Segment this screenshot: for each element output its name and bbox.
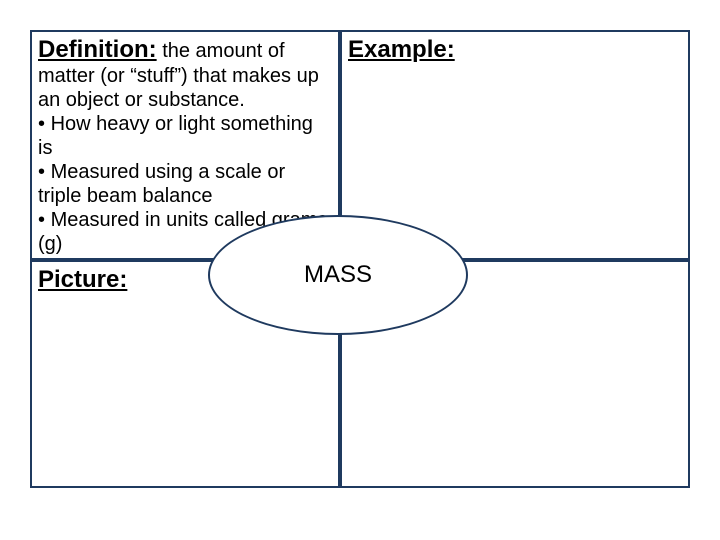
center-ellipse: MASS [208,215,468,335]
example-heading: Example: [348,36,455,63]
center-word: MASS [304,261,372,289]
definition-bullet-1-text: How heavy or light something is [38,113,313,159]
definition-bullet-2: • Measured using a scale or triple beam … [38,160,332,208]
definition-bullet-1: • How heavy or light something is [38,112,332,160]
definition-bullet-2-text: Measured using a scale or triple beam ba… [38,161,285,207]
definition-first-fragment: the amount of [157,40,285,62]
picture-heading: Picture: [38,266,127,293]
definition-body: matter (or “stuff”) that makes up an obj… [38,64,332,112]
definition-heading: Definition: [38,36,157,63]
